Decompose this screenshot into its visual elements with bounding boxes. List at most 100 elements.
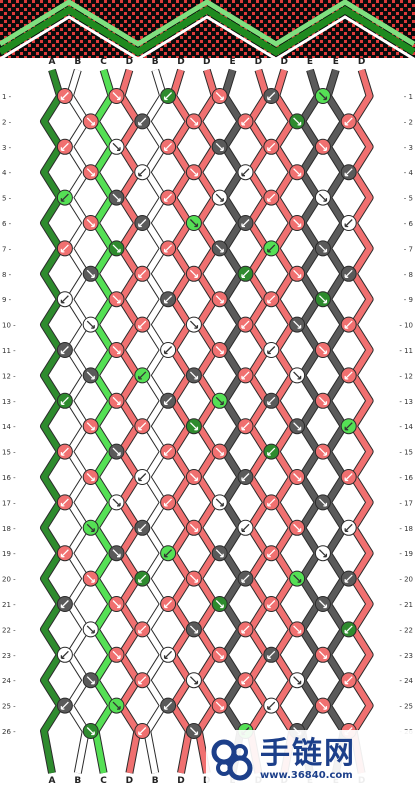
banner-cell [344, 24, 347, 27]
knot [134, 265, 151, 282]
knot-arrowhead-icon [241, 274, 245, 278]
banner-cell [220, 28, 223, 31]
banner-cell [396, 28, 399, 31]
banner-cell [68, 52, 71, 55]
banner-cell [316, 44, 319, 47]
knot [211, 596, 228, 612]
knot-arrowhead-icon [241, 375, 245, 380]
banner-cell [324, 4, 327, 7]
knot [134, 519, 151, 536]
banner-cell [356, 44, 359, 47]
banner-cell [400, 56, 403, 58]
knot-arrowhead-icon [220, 706, 224, 710]
banner-cell [56, 48, 59, 51]
knot-arrowhead-icon [194, 325, 199, 329]
knot-arrowhead-icon [194, 629, 199, 634]
knot-arrow-icon [60, 498, 69, 507]
knot-arrow-icon [138, 371, 147, 380]
banner-cell [400, 48, 403, 51]
banner-cell [164, 20, 167, 23]
knot-arrow-icon [189, 625, 198, 634]
banner-cell [260, 52, 263, 55]
knot-arrow-icon [344, 473, 353, 481]
knot-arrow-icon [138, 117, 147, 126]
banner-cell [224, 8, 227, 11]
banner-cell [24, 0, 27, 3]
banner-cell [332, 4, 335, 7]
knot-arrow-icon [215, 346, 224, 354]
knot-arrowhead-icon [163, 706, 168, 710]
knot-arrowhead-icon [241, 172, 245, 177]
knot [185, 164, 202, 181]
banner-cell [372, 52, 375, 55]
banner-cell [144, 16, 147, 19]
banner-cell [308, 4, 311, 7]
knot-arrowhead-icon [267, 401, 271, 405]
knot [211, 697, 228, 714]
knot [108, 138, 125, 155]
knot-arrowhead-icon [60, 452, 65, 456]
banner-cell [140, 12, 143, 15]
knot-arrowhead-icon [323, 502, 328, 507]
banner-cell [208, 32, 211, 35]
string-strand [247, 69, 270, 774]
knot-arrow-icon [241, 320, 250, 329]
row-label-right: - 24 [399, 677, 413, 685]
banner-cell [104, 40, 107, 43]
banner-cell [88, 48, 91, 51]
banner-cell [332, 36, 335, 39]
banner-cell [400, 0, 403, 3]
banner-cell [32, 40, 35, 43]
banner-cell [104, 16, 107, 19]
banner-cell [256, 0, 259, 3]
knot [108, 291, 125, 308]
knot [211, 138, 228, 155]
knot [56, 646, 73, 663]
knot [314, 240, 331, 257]
banner-cell [196, 28, 199, 31]
knot-arrowhead-icon [344, 629, 349, 634]
banner-cell [232, 56, 235, 58]
knot [56, 596, 73, 612]
knot-arrowhead-icon [91, 172, 95, 177]
knot-arrowhead-icon [344, 223, 349, 228]
knot-arrow-icon [344, 625, 353, 634]
banner-cell [216, 24, 219, 27]
knot [56, 697, 73, 714]
banner-cell [128, 56, 131, 58]
banner-cell [128, 16, 131, 19]
knot [237, 621, 254, 638]
banner-cell [268, 20, 271, 23]
knot-arrowhead-icon [323, 452, 328, 456]
banner-cell [140, 36, 143, 39]
knot-arrowhead-icon [60, 299, 65, 304]
banner-cell [284, 28, 287, 31]
string-strand [350, 69, 373, 774]
knot-arrow-icon [267, 549, 276, 558]
knot-arrowhead-icon [194, 375, 199, 380]
knot-arrowhead-icon [220, 604, 224, 609]
banner-cell [108, 4, 111, 7]
knot-arrow-icon [86, 371, 95, 380]
banner-cell [148, 12, 151, 15]
knot [108, 189, 125, 206]
banner-cell [160, 0, 163, 3]
banner-cell [124, 20, 127, 23]
knot-arrow-icon [112, 244, 121, 253]
row-label-left: 2 - [2, 118, 12, 126]
banner-cell [168, 48, 171, 51]
banner-cell [376, 8, 379, 11]
knot [237, 316, 254, 333]
row-label-right: - 3 [404, 144, 413, 152]
knot [314, 392, 331, 409]
string-strand [41, 69, 63, 774]
banner-cell [64, 40, 67, 43]
banner-cell [216, 0, 219, 3]
banner-cell [264, 16, 267, 19]
knot-arrow-icon [86, 117, 95, 126]
knot-arrow-icon [215, 295, 224, 304]
banner-cell [168, 8, 171, 11]
banner-cell [256, 56, 259, 58]
banner-cell [136, 0, 139, 3]
banner-cell [244, 20, 247, 23]
